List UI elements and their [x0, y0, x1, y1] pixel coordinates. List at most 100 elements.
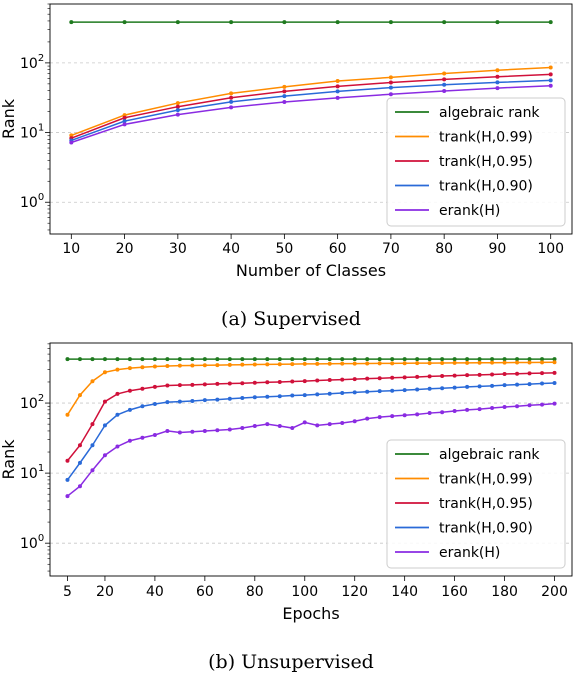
data-point	[127, 407, 132, 412]
data-point	[527, 371, 532, 376]
data-point	[335, 78, 340, 83]
data-point	[90, 468, 95, 473]
data-point	[402, 357, 407, 362]
y-tick-exponent: 0	[38, 533, 44, 544]
data-point	[442, 82, 447, 87]
data-point	[77, 484, 82, 489]
data-point	[377, 361, 382, 366]
data-point	[548, 72, 553, 77]
data-point	[229, 91, 234, 96]
data-point	[552, 360, 557, 365]
x-tick-label: 80	[435, 241, 453, 257]
data-point	[502, 404, 507, 409]
data-point	[452, 373, 457, 378]
data-point	[335, 20, 340, 25]
data-point	[440, 357, 445, 362]
x-tick-label: 50	[275, 241, 293, 257]
data-point	[140, 435, 145, 440]
x-tick-label: 90	[489, 241, 507, 257]
y-tick-exponent: 2	[38, 53, 44, 64]
data-point	[90, 422, 95, 427]
data-point	[102, 453, 107, 458]
data-point	[465, 407, 470, 412]
data-point	[402, 413, 407, 418]
y-axis-label: Rank	[0, 98, 18, 139]
data-point	[140, 365, 145, 370]
data-point	[282, 94, 287, 99]
data-point	[290, 362, 295, 367]
data-point	[540, 381, 545, 386]
data-point	[65, 412, 70, 417]
data-point	[352, 390, 357, 395]
data-point	[227, 362, 232, 367]
data-point	[515, 371, 520, 376]
data-point	[290, 379, 295, 384]
data-point	[65, 357, 70, 362]
legend-label: trank(H,0.90)	[439, 521, 533, 537]
data-point	[152, 433, 157, 438]
data-point	[177, 357, 182, 362]
data-point	[229, 95, 234, 100]
y-tick-exponent: 0	[38, 192, 44, 203]
data-point	[190, 357, 195, 362]
data-point	[388, 92, 393, 97]
series-trank-h-0-99-	[65, 360, 557, 417]
y-tick-base: 10	[20, 195, 38, 211]
data-point	[477, 407, 482, 412]
series-line	[66, 372, 555, 462]
data-point	[315, 392, 320, 397]
data-point	[165, 383, 170, 388]
data-point	[452, 360, 457, 365]
data-point	[515, 404, 520, 409]
data-point	[165, 364, 170, 369]
data-point	[502, 357, 507, 362]
data-point	[290, 426, 295, 431]
data-point	[390, 375, 395, 380]
data-point	[165, 400, 170, 405]
data-point	[65, 458, 70, 463]
data-point	[452, 385, 457, 390]
x-tick-label: 60	[196, 584, 214, 600]
data-point	[122, 119, 127, 124]
data-point	[540, 360, 545, 365]
data-point	[122, 122, 127, 127]
data-point	[140, 357, 145, 362]
data-point	[340, 357, 345, 362]
data-point	[302, 361, 307, 366]
figure-caption: (a) Supervised	[221, 308, 361, 330]
data-point	[327, 357, 332, 362]
data-point	[90, 357, 95, 362]
data-point	[465, 384, 470, 389]
data-point	[215, 381, 220, 386]
data-point	[115, 357, 120, 362]
data-point	[427, 386, 432, 391]
data-point	[327, 378, 332, 383]
data-point	[290, 393, 295, 398]
data-point	[127, 388, 132, 393]
data-point	[490, 372, 495, 377]
data-point	[390, 361, 395, 366]
data-point	[127, 438, 132, 443]
data-point	[315, 423, 320, 428]
data-point	[202, 428, 207, 433]
data-point	[402, 375, 407, 380]
data-point	[340, 361, 345, 366]
series-line	[66, 382, 555, 481]
data-point	[502, 371, 507, 376]
data-point	[495, 74, 500, 79]
data-point	[282, 89, 287, 94]
legend-label: trank(H,0.99)	[439, 472, 533, 488]
series-trank-h-0-99-	[69, 65, 553, 138]
legend-label: trank(H,0.95)	[439, 496, 533, 512]
legend-label: trank(H,0.99)	[439, 130, 533, 146]
data-point	[175, 101, 180, 106]
data-point	[465, 360, 470, 365]
data-point	[515, 382, 520, 387]
data-point	[527, 357, 532, 362]
x-tick-label: 80	[246, 584, 264, 600]
x-tick-label: 20	[96, 584, 114, 600]
x-tick-label: 5	[63, 584, 72, 600]
data-point	[252, 380, 257, 385]
y-tick-label: 101	[20, 123, 44, 142]
